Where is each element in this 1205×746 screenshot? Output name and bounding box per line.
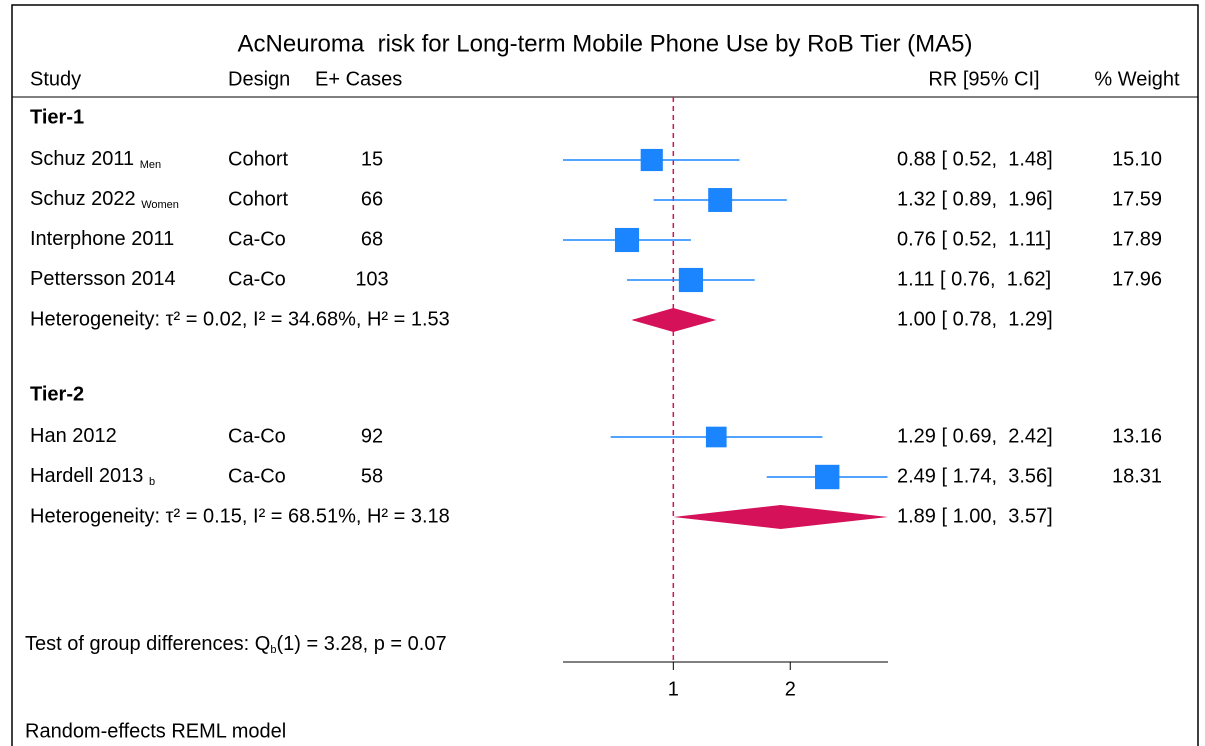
cases: 66 (361, 188, 383, 210)
ci-label: 1.11 [ 0.76, 1.62] (897, 268, 1051, 290)
study-label: Interphone 2011 (30, 228, 174, 250)
study-name: Hardell 2013 b (30, 465, 155, 488)
ci-label: 1.29 [ 0.69, 2.42] (897, 425, 1053, 447)
design: Ca-Co (228, 425, 286, 447)
study-label: Han 2012 (30, 425, 117, 447)
weight-label: 15.10 (1112, 148, 1162, 170)
group-label: Tier-1 (30, 106, 84, 128)
design: Ca-Co (228, 465, 286, 487)
study-name: Schuz 2022 Women (30, 188, 179, 211)
test-prefix: Test of group differences: Q (25, 633, 270, 655)
study-label: Schuz 2022 (30, 188, 136, 210)
study-name: Interphone 2011 (30, 228, 174, 250)
column-header: % Weight (1094, 68, 1180, 90)
study-subscript: Women (141, 199, 179, 211)
ci-label: 0.76 [ 0.52, 1.11] (897, 228, 1051, 250)
study-label: Schuz 2011 (30, 148, 134, 170)
chart-title: AcNeuroma risk for Long-term Mobile Phon… (238, 30, 973, 57)
column-header: RR [95% CI] (928, 68, 1039, 90)
test-rest: (1) = 3.28, p = 0.07 (276, 633, 446, 655)
study-marker (705, 426, 727, 448)
weight-label: 13.16 (1112, 425, 1162, 447)
footer: Random-effects REML model (25, 720, 286, 742)
design: Cohort (228, 148, 288, 170)
study-marker (614, 227, 640, 253)
design: Cohort (228, 188, 288, 210)
column-header: Study (30, 68, 81, 90)
weight-label: 17.96 (1112, 268, 1162, 290)
group-test: Test of group differences: Qb(1) = 3.28,… (25, 633, 447, 656)
cases: 68 (361, 228, 383, 250)
heterogeneity: Heterogeneity: τ² = 0.02, I² = 34.68%, H… (30, 308, 450, 330)
summary-diamond (673, 505, 888, 529)
study-label: Hardell 2013 (30, 465, 143, 487)
study-name: Han 2012 (30, 425, 117, 447)
design: Ca-Co (228, 268, 286, 290)
heterogeneity: Heterogeneity: τ² = 0.15, I² = 68.51%, H… (30, 505, 450, 527)
weight-label: 18.31 (1112, 465, 1162, 487)
frame (11, 4, 1199, 746)
summary-ci-label: 1.89 [ 1.00, 3.57] (897, 505, 1053, 527)
study-marker (678, 267, 704, 293)
study-subscript: Men (140, 159, 161, 171)
column-header: E+ Cases (315, 68, 402, 90)
summary-ci-label: 1.00 [ 0.78, 1.29] (897, 308, 1053, 330)
cases: 15 (361, 148, 383, 170)
study-label: Pettersson 2014 (30, 268, 176, 290)
weight-label: 17.59 (1112, 188, 1162, 210)
study-marker (640, 148, 663, 172)
design: Ca-Co (228, 228, 286, 250)
test-subscript: b (270, 644, 276, 656)
ci-label: 1.32 [ 0.89, 1.96] (897, 188, 1053, 210)
x-tick-label: 1 (668, 678, 679, 700)
column-header: Design (228, 68, 290, 90)
ci-label: 2.49 [ 1.74, 3.56] (897, 465, 1053, 487)
ci-label: 0.88 [ 0.52, 1.48] (897, 148, 1053, 170)
cases: 103 (355, 268, 388, 290)
study-marker (708, 188, 733, 212)
group-label: Tier-2 (30, 383, 84, 405)
study-marker (815, 464, 840, 490)
weight-label: 17.89 (1112, 228, 1162, 250)
cases: 58 (361, 465, 383, 487)
x-tick-label: 2 (785, 678, 796, 700)
study-subscript: b (149, 476, 155, 488)
summary-diamond (631, 308, 717, 332)
study-name: Schuz 2011 Men (30, 148, 161, 171)
study-name: Pettersson 2014 (30, 268, 176, 290)
cases: 92 (361, 425, 383, 447)
